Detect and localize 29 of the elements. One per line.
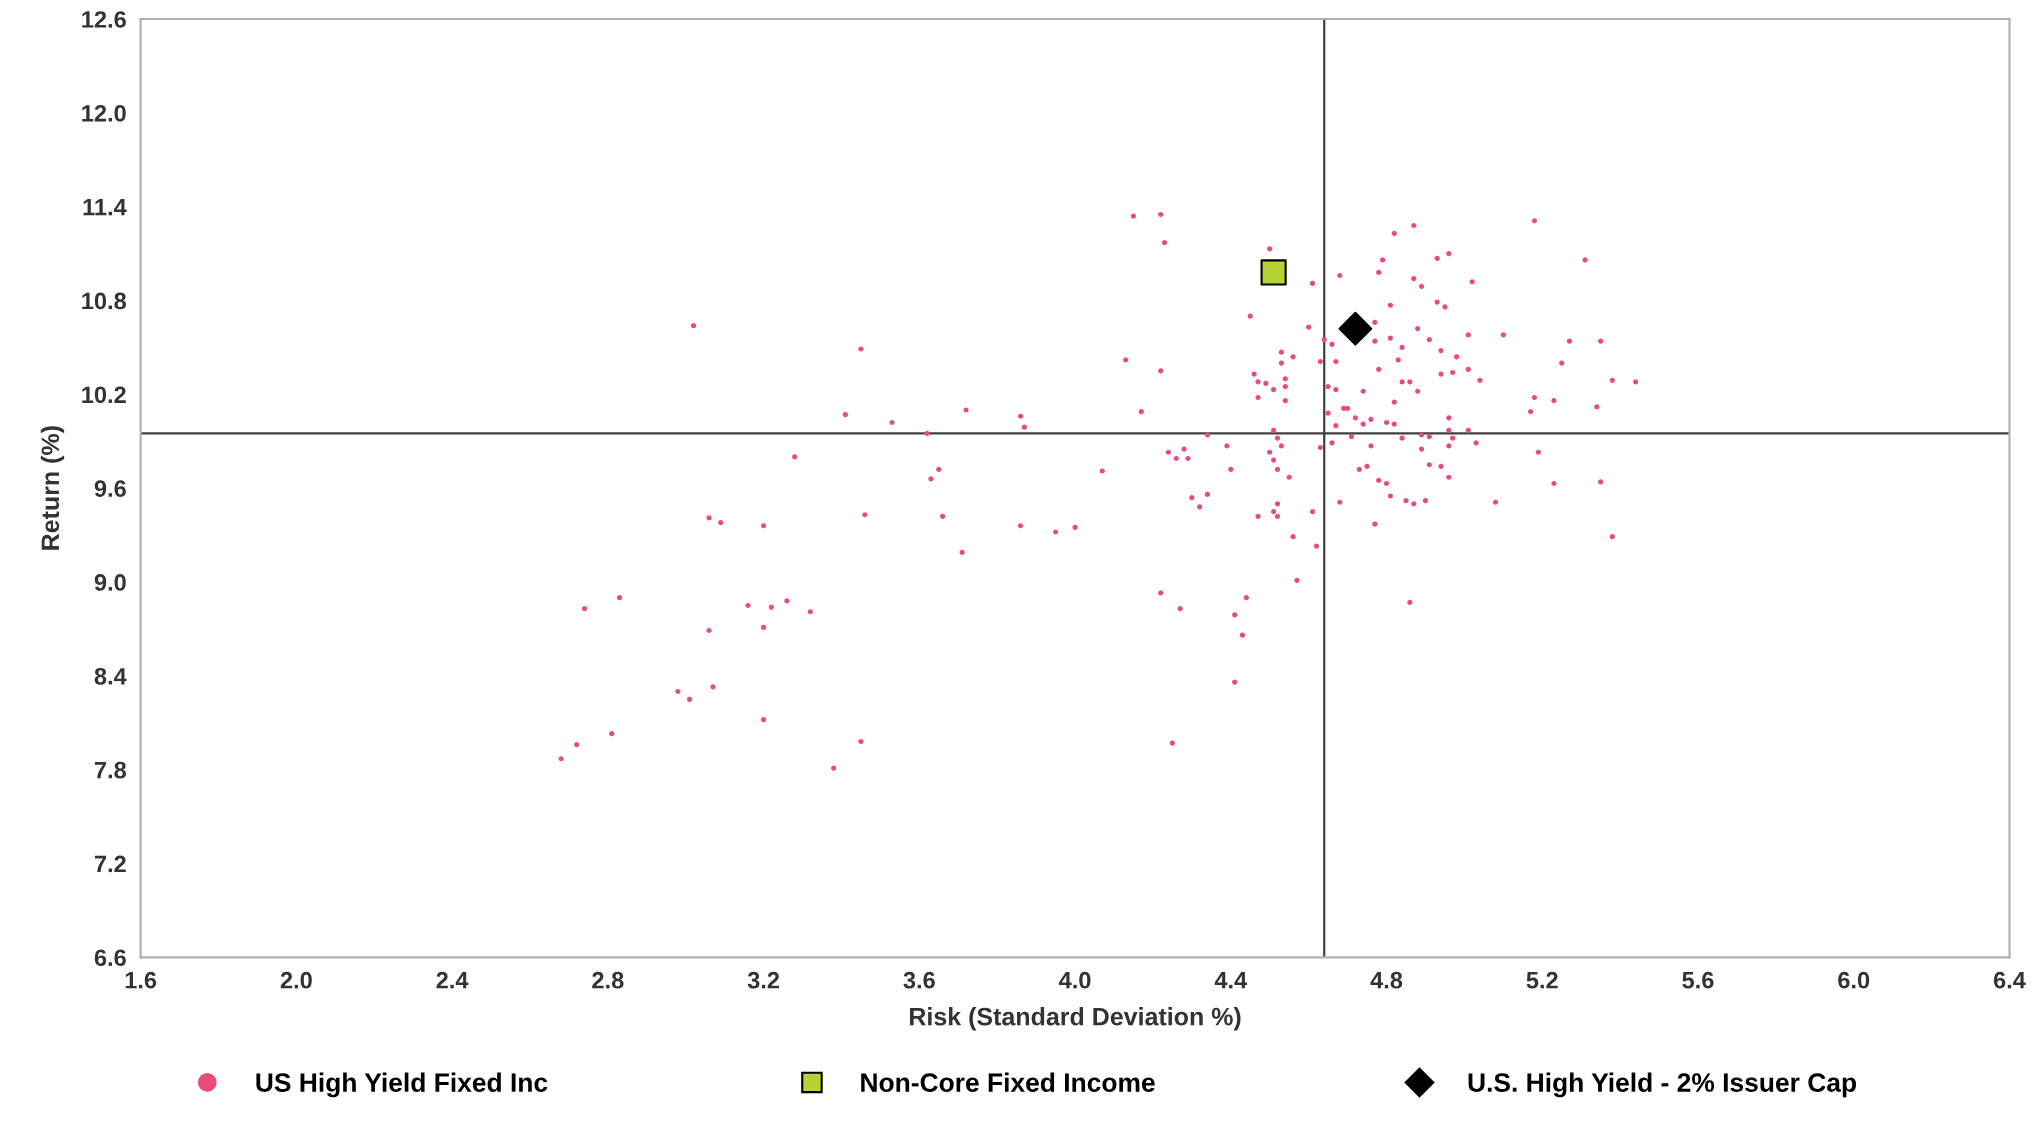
y-tick-label: 9.0 bbox=[94, 574, 126, 591]
legend-label: Non-Core Fixed Income bbox=[861, 1072, 1155, 1092]
y-tick-label: 11.4 bbox=[83, 199, 127, 216]
x-tick-label: 6.4 bbox=[1993, 971, 2026, 989]
x-tick-label: 5.6 bbox=[1682, 971, 1714, 989]
y-tick-label: 10.2 bbox=[82, 386, 126, 404]
x-tick-label: 3.6 bbox=[903, 971, 935, 989]
x-tick-label: 3.2 bbox=[747, 971, 780, 989]
y-tick-label: 10.8 bbox=[82, 292, 127, 310]
x-tick-label: 4.0 bbox=[1058, 971, 1091, 989]
x-tick-label: 4.4 bbox=[1214, 972, 1248, 989]
x-tick-label: 2.0 bbox=[280, 971, 312, 989]
y-tick-label: 7.8 bbox=[94, 761, 127, 779]
y-tick-label: 7.2 bbox=[94, 855, 126, 873]
y-tick-label: 12.6 bbox=[82, 11, 126, 28]
x-tick-label: 1.6 bbox=[125, 971, 157, 989]
x-tick-label: 2.8 bbox=[592, 971, 624, 989]
x-tick-label: 4.8 bbox=[1370, 971, 1403, 989]
legend-label: U.S. High Yield - 2% Issuer Cap bbox=[1468, 1072, 1857, 1098]
x-tick-label: 6.0 bbox=[1838, 971, 1870, 989]
y-tick-label: 9.6 bbox=[94, 480, 126, 497]
x-tick-label: 2.4 bbox=[436, 971, 469, 989]
x-tick-label: 5.2 bbox=[1526, 971, 1558, 989]
y-tick-label: 8.4 bbox=[94, 667, 127, 685]
y-axis-title: Return (%) bbox=[40, 426, 65, 550]
y-tick-label: 12.0 bbox=[82, 104, 126, 122]
legend-label: US High Yield Fixed Inc bbox=[256, 1072, 548, 1098]
y-tick-label: 6.6 bbox=[94, 949, 126, 967]
x-axis-title: Risk (Standard Deviation %) bbox=[910, 1007, 1241, 1031]
